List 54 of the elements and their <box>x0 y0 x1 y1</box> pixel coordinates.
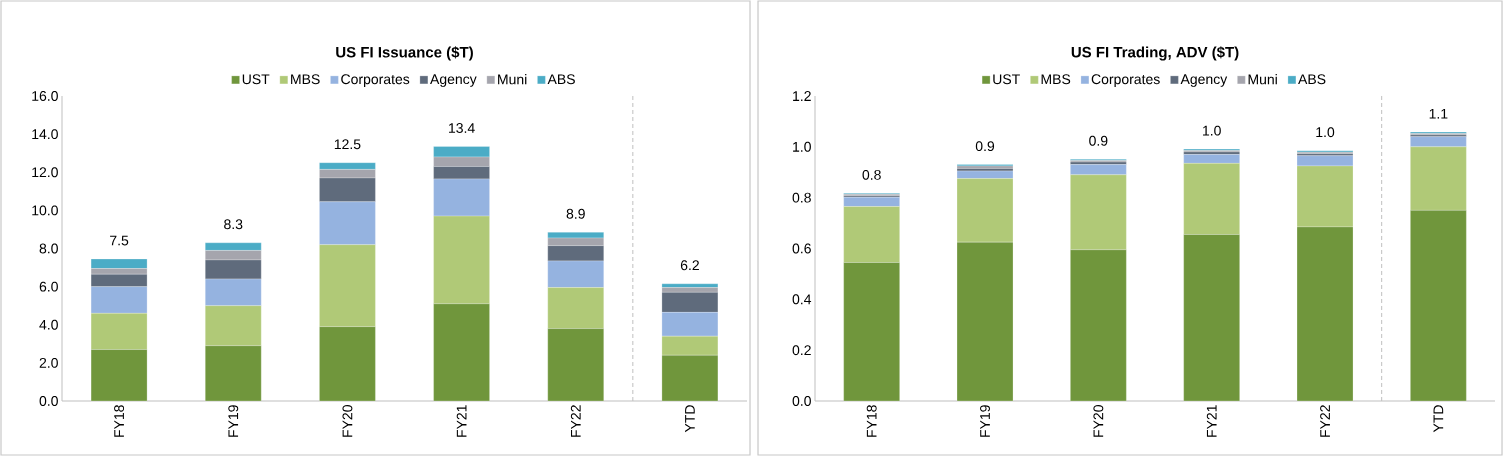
total-label: 8.9 <box>566 208 585 219</box>
legend-label: MBS <box>1041 74 1071 85</box>
x-tick-label: FY21 <box>1206 405 1217 437</box>
chart-title: US FI Issuance ($T) <box>336 46 473 61</box>
y-tick-label: 10.0 <box>32 205 58 216</box>
total-label: 1.0 <box>1203 125 1221 136</box>
legend-label: ABS <box>1298 74 1326 85</box>
y-tick-label: 0.0 <box>39 396 58 406</box>
y-tick-label: 0.6 <box>792 243 811 254</box>
y-tick-label: 1.0 <box>793 141 811 152</box>
legend-label: Agency <box>1180 74 1228 87</box>
total-label: 0.9 <box>1089 135 1108 146</box>
total-label: 7.5 <box>110 235 129 246</box>
x-tick-label: FY19 <box>980 405 990 437</box>
legend-label: Corporates <box>1091 74 1160 87</box>
x-tick-label: FY20 <box>342 405 353 437</box>
x-tick-label: FY21 <box>456 405 467 437</box>
chart-title: US FI Trading, ADV ($T) <box>1071 46 1239 61</box>
total-label: 13.4 <box>449 123 475 133</box>
y-tick-label: 0.8 <box>792 192 811 203</box>
legend-label: ABS <box>547 74 575 85</box>
x-tick-label: FY20 <box>1093 405 1104 437</box>
legend-label: UST <box>993 74 1020 85</box>
total-label: 12.5 <box>334 139 361 150</box>
y-tick-label: 1.2 <box>793 91 811 101</box>
y-tick-label: 0.0 <box>792 396 811 406</box>
y-tick-label: 12.0 <box>32 167 58 178</box>
total-label: 8.3 <box>224 219 243 230</box>
y-tick-label: 0.2 <box>792 345 811 356</box>
x-tick-label: FY18 <box>114 405 125 437</box>
x-tick-label: YTD <box>1433 405 1444 433</box>
x-tick-label: FY22 <box>1320 405 1330 437</box>
total-label: 6.2 <box>680 260 699 271</box>
legend-label: MBS <box>291 74 320 85</box>
legend-label: Muni <box>498 74 527 85</box>
total-label: 0.8 <box>862 169 881 180</box>
y-tick-label: 8.0 <box>39 243 58 254</box>
x-tick-label: FY19 <box>228 405 239 437</box>
y-tick-label: 16.0 <box>32 91 58 101</box>
total-label: 0.9 <box>975 141 995 152</box>
legend-label: Muni <box>1248 74 1277 85</box>
legend-label: UST <box>242 74 270 85</box>
y-tick-label: 14.0 <box>32 129 58 140</box>
legend-label: Agency <box>430 74 477 87</box>
total-label: 1.1 <box>1429 108 1448 119</box>
legend-label: Corporates <box>341 74 410 87</box>
y-tick-label: 6.0 <box>39 281 58 292</box>
x-tick-label: YTD <box>685 405 695 433</box>
total-label: 1.0 <box>1316 127 1335 138</box>
y-tick-label: 2.0 <box>39 357 58 368</box>
x-tick-label: FY18 <box>866 405 877 437</box>
x-tick-label: FY22 <box>570 405 581 437</box>
y-tick-label: 0.4 <box>792 294 812 305</box>
y-tick-label: 4.0 <box>39 319 58 330</box>
